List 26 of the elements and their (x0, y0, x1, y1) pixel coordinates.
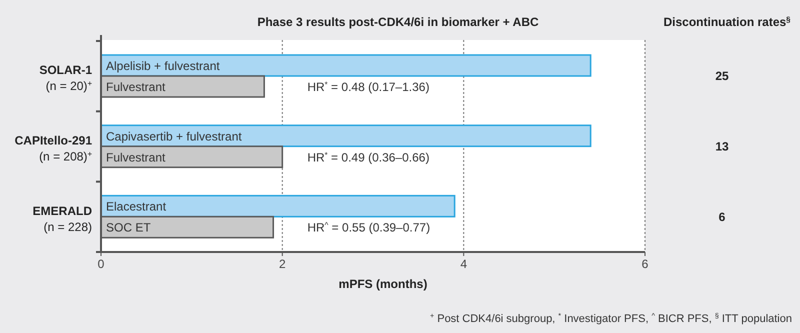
x-tick-label: 2 (278, 257, 286, 271)
bar (100, 194, 456, 218)
x-axis-title: mPFS (months) (338, 277, 428, 291)
x-tick-label: 4 (460, 257, 468, 271)
annotation: Elacestrant (106, 200, 167, 214)
y-tick-label: CAPItello-291 (n = 208)$^{+}$ (14, 134, 92, 164)
x-tick-label: 0 (98, 257, 105, 271)
text: 13 (715, 140, 729, 154)
bar (100, 124, 592, 148)
x-tick-label: 6 (642, 257, 649, 271)
bar (100, 54, 592, 77)
annotation: SOC ET (106, 220, 152, 235)
text: $^{+}$ Post CDK4/6i subgroup, $^{*}$ Investigator PFS, $^{^}$ BICR PFS, $^{§}$ ITT population (430, 312, 792, 325)
annotation: Alpelisib + fulvestrant (106, 59, 220, 73)
annotation: Fulvestrant (106, 150, 166, 164)
annotation: HR$^{^}$ = 0.55 (0.39–0.77) (307, 220, 430, 235)
y-tick-label: EMERALD (n = 228) (32, 204, 92, 234)
y-tick-label: SOLAR-1 (n = 20)$^{+}$ (39, 63, 92, 94)
chart-title: Phase 3 results post-CDK4/6i in biomarker + ABC (257, 15, 539, 29)
annotation: HR$^{*}$ = 0.49 (0.36–0.66) (307, 150, 430, 164)
annotation: Fulvestrant (106, 80, 166, 94)
text: 6 (718, 210, 726, 224)
annotation: HR$^{*}$ = 0.48 (0.17–1.36) (307, 80, 430, 94)
annotation: Capivasertib + fulvestrant (106, 129, 242, 144)
text: Discontinuation rates$^{§}$ (663, 14, 792, 29)
text: 25 (715, 69, 729, 84)
